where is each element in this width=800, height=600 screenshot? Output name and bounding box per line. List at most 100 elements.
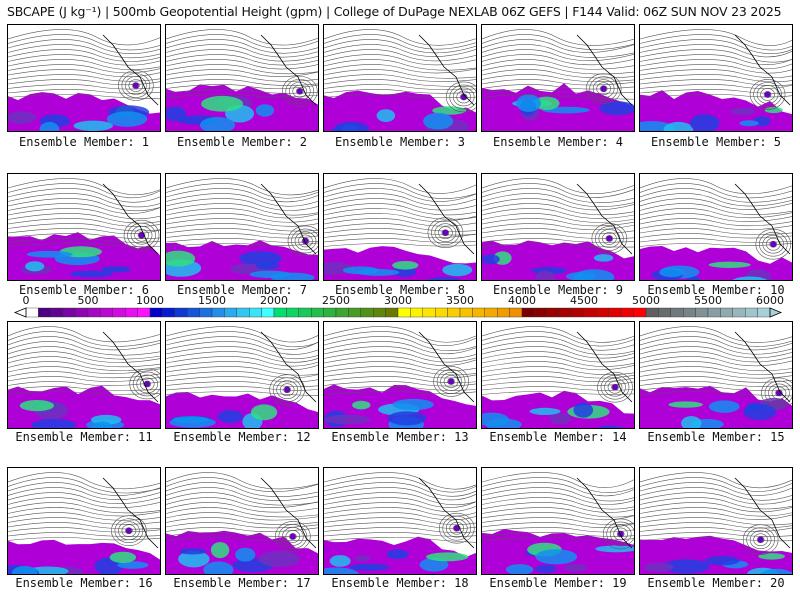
cape-field-cell bbox=[376, 109, 396, 122]
colorbar-cell bbox=[311, 307, 324, 318]
colorbar-cell bbox=[199, 307, 213, 318]
colorbar-cell bbox=[534, 307, 548, 318]
cape-field-cell bbox=[730, 107, 756, 115]
coastline bbox=[260, 183, 317, 255]
cape-field-cell bbox=[663, 121, 694, 131]
cape-field-cell bbox=[392, 398, 434, 411]
height-contours bbox=[482, 472, 634, 550]
height-contours bbox=[324, 178, 476, 249]
member-label: Ensemble Member: 15 bbox=[647, 430, 785, 444]
colorbar-cell bbox=[149, 307, 163, 318]
cape-field-cell bbox=[166, 250, 196, 267]
cape-field-cell bbox=[505, 564, 534, 574]
colorbar-cell bbox=[695, 307, 709, 318]
coastline bbox=[576, 34, 633, 106]
colorbar-cell bbox=[385, 307, 399, 318]
colorbar-cell bbox=[25, 307, 39, 318]
colorbar-cell bbox=[559, 307, 572, 318]
colorbar-cell bbox=[397, 307, 411, 318]
colorbar-cell bbox=[186, 307, 200, 318]
ensemble-member-map bbox=[639, 24, 793, 132]
cape-field-cell bbox=[432, 106, 467, 115]
cape-field-cell bbox=[179, 548, 207, 555]
chart-title: SBCAPE (J kg⁻¹) | 500mb Geopotential Hei… bbox=[7, 4, 782, 19]
coastline bbox=[734, 183, 791, 255]
colorbar-cell bbox=[435, 307, 448, 318]
member-label: Ensemble Member: 4 bbox=[492, 135, 624, 149]
colorbar-cell bbox=[360, 307, 374, 318]
coastline bbox=[418, 477, 475, 549]
ensemble-member-map bbox=[323, 467, 477, 575]
cape-field-cell bbox=[26, 250, 73, 258]
colorbar-cell bbox=[720, 307, 734, 318]
cape-field-cell bbox=[255, 261, 280, 270]
colorbar-cell bbox=[645, 307, 659, 318]
low-center bbox=[138, 232, 145, 239]
colorbar-cell bbox=[261, 307, 275, 318]
cape-field-cell bbox=[659, 267, 685, 278]
member-label: Ensemble Member: 14 bbox=[489, 430, 627, 444]
colorbar-tick-label: 1000 bbox=[136, 294, 164, 307]
colorbar-cell bbox=[745, 307, 758, 318]
colorbar-cell bbox=[323, 307, 337, 318]
colorbar-tick-label: 2500 bbox=[322, 294, 350, 307]
cape-field-cell bbox=[334, 121, 370, 131]
cape-field-cell bbox=[166, 106, 187, 122]
low-center bbox=[448, 378, 455, 385]
height-contours bbox=[8, 29, 160, 101]
cape-field-cell bbox=[423, 112, 454, 130]
coastline bbox=[418, 331, 475, 403]
low-center bbox=[617, 530, 624, 537]
colorbar-cell bbox=[373, 307, 386, 318]
ensemble-member-map bbox=[323, 321, 477, 429]
colorbar-cell bbox=[112, 307, 126, 318]
cape-field-cell bbox=[329, 555, 351, 567]
coastline bbox=[576, 183, 633, 255]
cape-field-cell bbox=[689, 114, 720, 131]
cape-field-cell bbox=[392, 260, 419, 270]
colorbar-cell bbox=[707, 307, 721, 318]
cape-field-cell bbox=[92, 421, 113, 428]
cape-field-cell bbox=[106, 111, 148, 127]
low-center bbox=[612, 384, 619, 391]
cape-field-cell bbox=[564, 563, 587, 572]
low-center bbox=[460, 93, 467, 100]
member-label: Ensemble Member: 2 bbox=[176, 135, 308, 149]
colorbar-cell bbox=[50, 307, 64, 318]
cape-field-cell bbox=[210, 542, 230, 559]
low-center bbox=[453, 525, 460, 532]
ensemble-member-map bbox=[639, 321, 793, 429]
height-contours bbox=[482, 29, 634, 105]
cape-field-cell bbox=[535, 549, 578, 565]
cape-field-cell bbox=[101, 266, 132, 273]
height-contours bbox=[166, 326, 318, 406]
coastline bbox=[734, 34, 791, 106]
coastline bbox=[734, 477, 791, 549]
colorbar-tick-label: 3500 bbox=[446, 294, 474, 307]
colorbar-cell bbox=[137, 307, 151, 318]
cape-field-cell bbox=[352, 400, 371, 410]
colorbar-high-arrow bbox=[769, 307, 783, 318]
coastline bbox=[418, 34, 475, 106]
colorbar-cell bbox=[621, 307, 634, 318]
colorbar-tick-label: 2000 bbox=[260, 294, 288, 307]
cape-field-cell bbox=[117, 561, 149, 569]
cape-field-cell bbox=[258, 550, 301, 568]
cape-field-cell bbox=[535, 270, 556, 280]
low-center bbox=[125, 527, 132, 534]
ensemble-member-map bbox=[481, 173, 635, 281]
member-label: Ensemble Member: 20 bbox=[647, 576, 785, 590]
member-label: Ensemble Member: 12 bbox=[173, 430, 311, 444]
ensemble-member-map bbox=[639, 173, 793, 281]
cape-field-cell bbox=[12, 566, 38, 574]
cape-field-cell bbox=[593, 254, 614, 262]
colorbar-cell bbox=[273, 307, 287, 318]
cape-field-cell bbox=[235, 547, 256, 562]
ensemble-member-map bbox=[7, 173, 161, 281]
colorbar-cell bbox=[732, 307, 746, 318]
colorbar-cell bbox=[211, 307, 225, 318]
member-label: Ensemble Member: 8 bbox=[334, 283, 466, 297]
low-center bbox=[757, 536, 764, 543]
member-label: Ensemble Member: 17 bbox=[173, 576, 311, 590]
cape-field-cell bbox=[387, 411, 427, 426]
